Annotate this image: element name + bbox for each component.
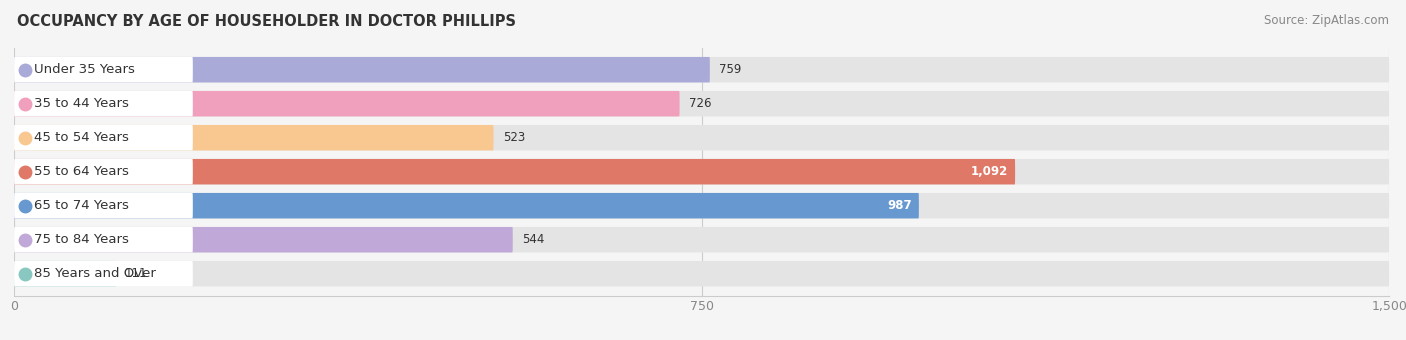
FancyBboxPatch shape <box>14 227 513 252</box>
FancyBboxPatch shape <box>14 125 494 150</box>
FancyBboxPatch shape <box>14 227 193 252</box>
FancyBboxPatch shape <box>14 261 193 286</box>
Text: 544: 544 <box>522 233 544 246</box>
FancyBboxPatch shape <box>14 57 1389 82</box>
FancyBboxPatch shape <box>14 125 1389 150</box>
Text: OCCUPANCY BY AGE OF HOUSEHOLDER IN DOCTOR PHILLIPS: OCCUPANCY BY AGE OF HOUSEHOLDER IN DOCTO… <box>17 14 516 29</box>
FancyBboxPatch shape <box>14 57 193 82</box>
FancyBboxPatch shape <box>14 261 115 286</box>
Text: 111: 111 <box>125 267 148 280</box>
FancyBboxPatch shape <box>14 91 193 116</box>
Text: 85 Years and Over: 85 Years and Over <box>34 267 156 280</box>
Text: 55 to 64 Years: 55 to 64 Years <box>34 165 129 178</box>
FancyBboxPatch shape <box>14 193 193 219</box>
Text: 45 to 54 Years: 45 to 54 Years <box>34 131 129 144</box>
FancyBboxPatch shape <box>14 159 1015 184</box>
FancyBboxPatch shape <box>14 261 1389 286</box>
FancyBboxPatch shape <box>14 159 193 184</box>
Text: 523: 523 <box>503 131 524 144</box>
FancyBboxPatch shape <box>14 227 1389 252</box>
Text: 1,092: 1,092 <box>970 165 1008 178</box>
Text: 726: 726 <box>689 97 711 110</box>
Text: 65 to 74 Years: 65 to 74 Years <box>34 199 129 212</box>
FancyBboxPatch shape <box>14 57 710 82</box>
FancyBboxPatch shape <box>14 159 1389 184</box>
Text: 759: 759 <box>718 63 741 76</box>
FancyBboxPatch shape <box>14 193 920 219</box>
FancyBboxPatch shape <box>14 125 193 150</box>
FancyBboxPatch shape <box>14 91 679 116</box>
Text: 987: 987 <box>887 199 911 212</box>
Text: Source: ZipAtlas.com: Source: ZipAtlas.com <box>1264 14 1389 27</box>
Text: 35 to 44 Years: 35 to 44 Years <box>34 97 129 110</box>
Text: Under 35 Years: Under 35 Years <box>34 63 135 76</box>
Text: 75 to 84 Years: 75 to 84 Years <box>34 233 129 246</box>
FancyBboxPatch shape <box>14 193 1389 219</box>
FancyBboxPatch shape <box>14 91 1389 116</box>
